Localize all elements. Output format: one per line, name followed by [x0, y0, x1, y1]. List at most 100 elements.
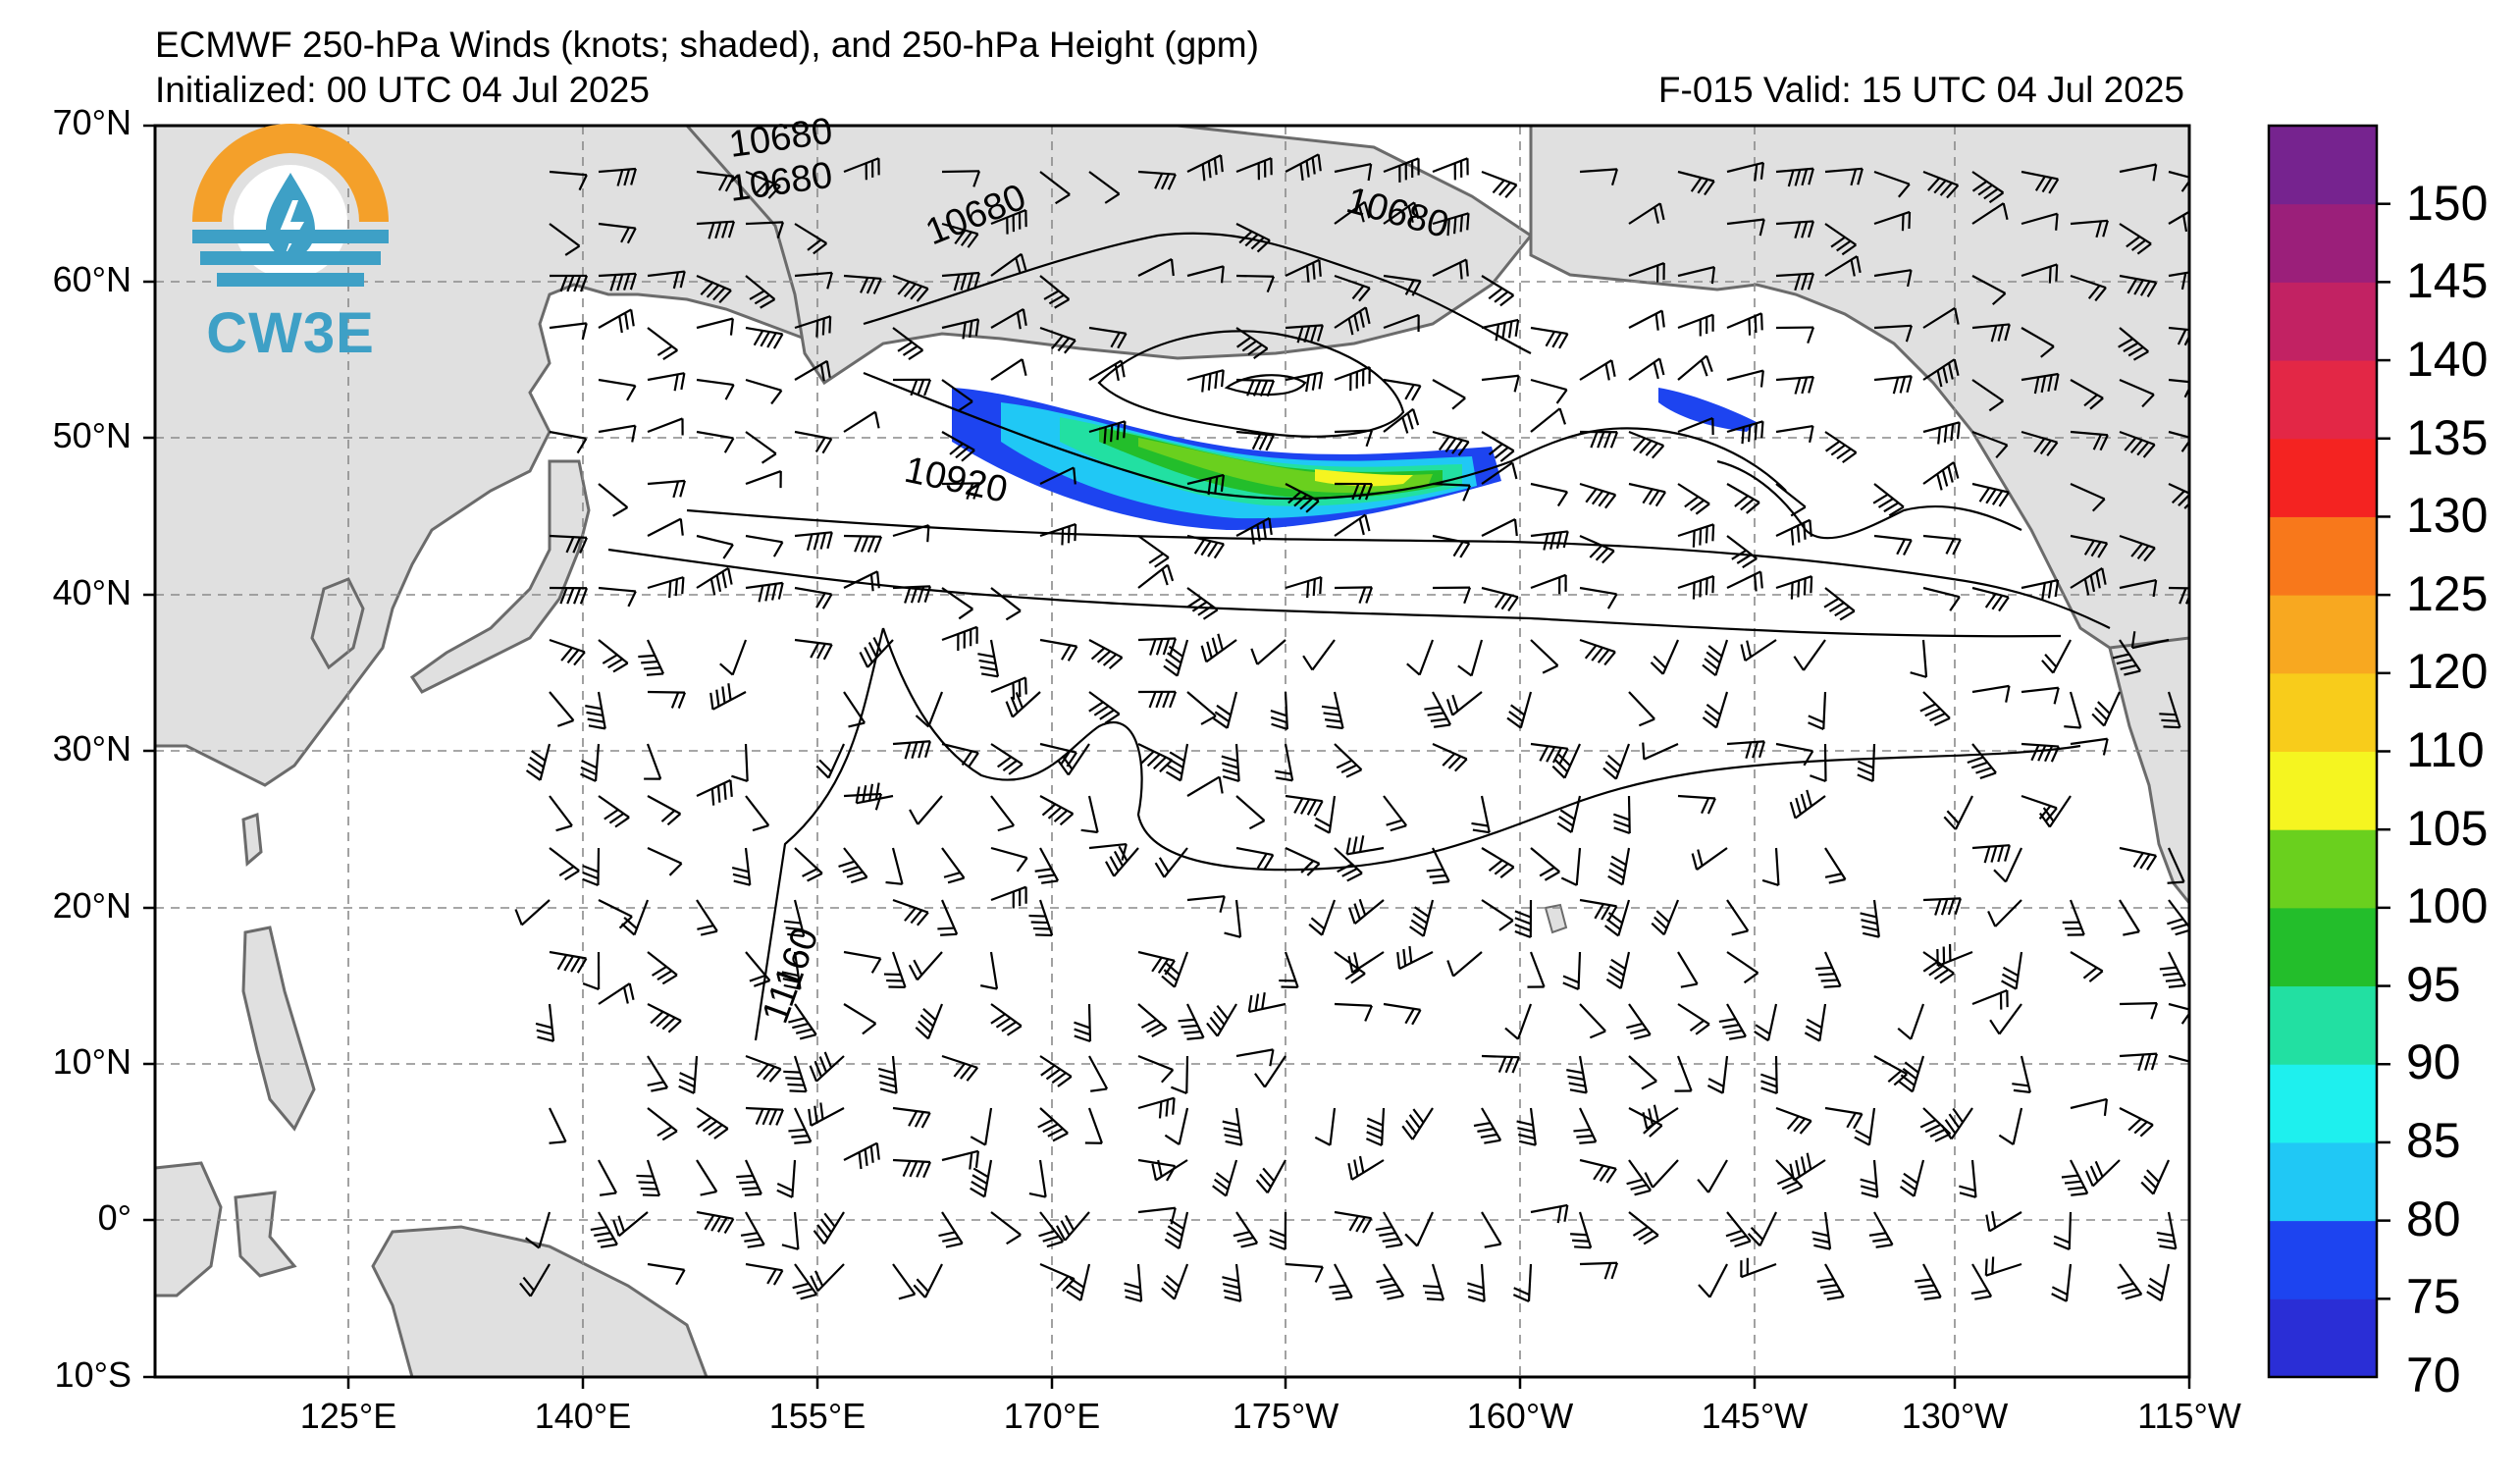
- wind-barb: [1137, 258, 1173, 277]
- wind-barb-feather: [1401, 416, 1409, 434]
- wind-barb-feather: [1660, 310, 1665, 328]
- wind-barb: [1383, 157, 1419, 174]
- wind-barb-feather: [1222, 1120, 1239, 1127]
- wind-barb-feather: [1167, 174, 1177, 190]
- wind-barb: [1774, 847, 1780, 885]
- wind-barb-feather: [864, 647, 873, 663]
- wind-barb: [696, 430, 734, 440]
- lat-label: 10°N: [52, 1041, 131, 1082]
- wind-barb: [794, 1263, 818, 1296]
- wind-barb-feather: [1430, 717, 1447, 722]
- wind-barb-feather: [854, 535, 863, 553]
- wind-barb-feather: [1276, 776, 1293, 782]
- wind-barb: [1575, 847, 1582, 885]
- wind-barb-feather: [1364, 1005, 1373, 1022]
- wind-barb-feather: [1358, 835, 1365, 853]
- wind-barb: [1646, 1107, 1679, 1130]
- wind-barb-feather: [1315, 817, 1332, 827]
- wind-barb-feather: [1006, 1025, 1023, 1036]
- wind-barb-feather: [867, 642, 878, 659]
- wind-barb-feather: [1706, 704, 1721, 716]
- wind-barb: [696, 274, 732, 291]
- wind-barb: [1971, 202, 2005, 225]
- wind-barb: [1321, 899, 1337, 936]
- wind-barb-feather: [1740, 644, 1747, 662]
- wind-barb-feather: [1861, 1192, 1878, 1198]
- wind-barb-feather: [1214, 371, 1219, 390]
- wind-barb-feather: [2054, 373, 2060, 391]
- wind-barb: [744, 847, 752, 885]
- wind-barb-feather: [2003, 966, 2020, 978]
- wind-barb-feather: [1002, 760, 1018, 771]
- wind-barb: [598, 899, 633, 918]
- wind-barb-feather: [1169, 1218, 1184, 1230]
- wind-barb-feather: [1604, 363, 1610, 381]
- wind-barb: [549, 950, 587, 960]
- wind-barb-feather: [1446, 960, 1455, 977]
- wind-barb-feather: [1684, 496, 1700, 508]
- wind-barb: [984, 1107, 993, 1145]
- wind-barb: [793, 951, 802, 989]
- wind-barb: [1707, 1159, 1728, 1193]
- wind-barb-feather: [1445, 699, 1454, 715]
- wind-barb: [2119, 327, 2149, 353]
- wind-barb-feather: [1499, 866, 1515, 879]
- wind-barb-feather: [1467, 1289, 1485, 1297]
- wind-barb: [1824, 587, 1856, 612]
- wind-barb-feather: [1110, 332, 1121, 348]
- wind-barb: [647, 1003, 682, 1023]
- wind-barb: [2068, 1211, 2073, 1250]
- wind-barb: [1088, 691, 1121, 715]
- wind-barb-feather: [1567, 1075, 1585, 1082]
- wind-barb-feather: [1488, 443, 1503, 455]
- colorbar-segment: [2269, 516, 2377, 596]
- wind-barb-feather: [792, 1282, 810, 1290]
- wind-barb-feather: [697, 1116, 712, 1129]
- wind-barb-feather: [2055, 213, 2059, 231]
- wind-barb: [794, 1107, 813, 1142]
- wind-barb-feather: [2004, 324, 2011, 342]
- wind-barb: [1235, 1048, 1274, 1058]
- wind-barb-feather: [1024, 677, 1027, 695]
- wind-barb-feather: [681, 577, 685, 595]
- wind-barb-feather: [1514, 917, 1532, 926]
- wind-barb: [941, 847, 966, 879]
- wind-barb-feather: [1305, 265, 1310, 283]
- wind-barb-feather: [1711, 576, 1715, 594]
- wind-barb: [2070, 274, 2107, 290]
- wind-barb-feather: [1332, 1290, 1349, 1295]
- wind-barb-feather: [1750, 1226, 1764, 1241]
- wind-barb: [990, 795, 1016, 826]
- wind-barb: [1067, 743, 1090, 776]
- wind-barb-feather: [1998, 492, 2010, 507]
- wind-barb: [941, 625, 978, 642]
- wind-barb-feather: [953, 1062, 966, 1078]
- wind-barb-feather: [1405, 1119, 1418, 1135]
- wind-barb-feather: [1492, 179, 1505, 194]
- wind-barb-feather: [810, 642, 820, 659]
- wind-barb-feather: [525, 1237, 540, 1249]
- wind-barb-feather: [1543, 533, 1549, 551]
- wind-barb: [529, 1263, 551, 1298]
- colorbar-label: 140: [2406, 332, 2489, 387]
- wind-barb-feather: [1603, 1262, 1612, 1280]
- wind-barb-feather: [1006, 1234, 1022, 1245]
- wind-barb-feather: [1155, 691, 1164, 709]
- wind-barb-feather: [2136, 242, 2152, 255]
- wind-barb-feather: [1446, 219, 1450, 237]
- lat-label: 60°N: [52, 259, 131, 299]
- wind-barb-feather: [1609, 431, 1619, 449]
- wind-barb-feather: [1977, 184, 1993, 196]
- wind-barb-feather: [566, 649, 580, 664]
- wind-barb-feather: [1406, 662, 1421, 676]
- wind-barb-feather: [2092, 434, 2103, 450]
- wind-barb-feather: [1954, 898, 1963, 915]
- wind-barb-feather: [721, 686, 726, 704]
- wind-barb: [1775, 167, 1813, 174]
- wind-barb-feather: [2002, 973, 2019, 983]
- wind-barb: [1579, 1261, 1618, 1266]
- wind-barb-feather: [1162, 638, 1171, 656]
- colorbar-segment: [2269, 1220, 2377, 1299]
- wind-barb: [2168, 1002, 2189, 1011]
- wind-barb-feather: [1642, 488, 1654, 504]
